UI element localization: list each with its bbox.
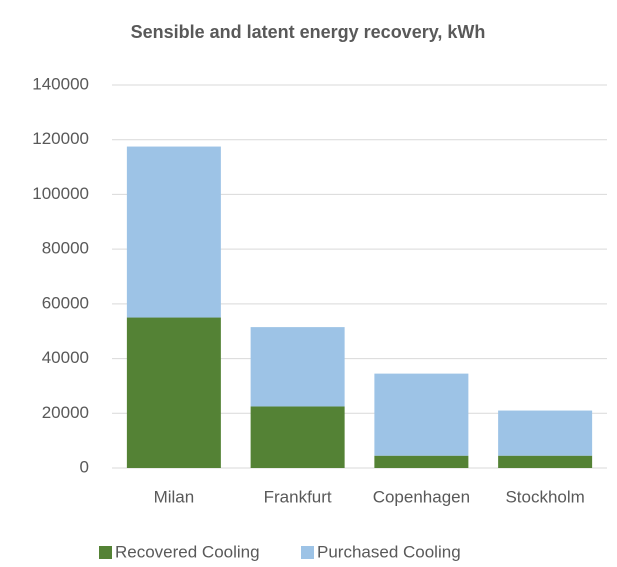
x-tick-label: Frankfurt — [264, 487, 332, 506]
y-tick-label: 0 — [80, 457, 89, 476]
y-tick-label: 40000 — [42, 348, 89, 367]
x-tick-label: Stockholm — [505, 487, 584, 506]
bar-segment — [374, 373, 469, 456]
y-tick-label: 100000 — [32, 184, 89, 203]
bar-segment — [250, 406, 345, 468]
chart-title: Sensible and latent energy recovery, kWh — [131, 22, 486, 42]
bar-segment — [250, 327, 345, 407]
legend-label: Recovered Cooling — [115, 542, 260, 561]
bar-segment — [374, 455, 469, 468]
x-tick-label: Copenhagen — [373, 487, 470, 506]
bar-segment — [498, 410, 593, 456]
legend-swatch — [99, 546, 112, 559]
bar-segment — [126, 146, 221, 318]
legend-label: Purchased Cooling — [317, 542, 461, 561]
y-tick-label: 20000 — [42, 403, 89, 422]
bar-segment — [498, 455, 593, 468]
bar-segment — [126, 317, 221, 468]
y-tick-label: 120000 — [32, 129, 89, 148]
y-tick-label: 60000 — [42, 293, 89, 312]
legend-swatch — [301, 546, 314, 559]
x-tick-label: Milan — [154, 487, 195, 506]
y-tick-label: 80000 — [42, 239, 89, 258]
y-tick-label: 140000 — [32, 74, 89, 93]
